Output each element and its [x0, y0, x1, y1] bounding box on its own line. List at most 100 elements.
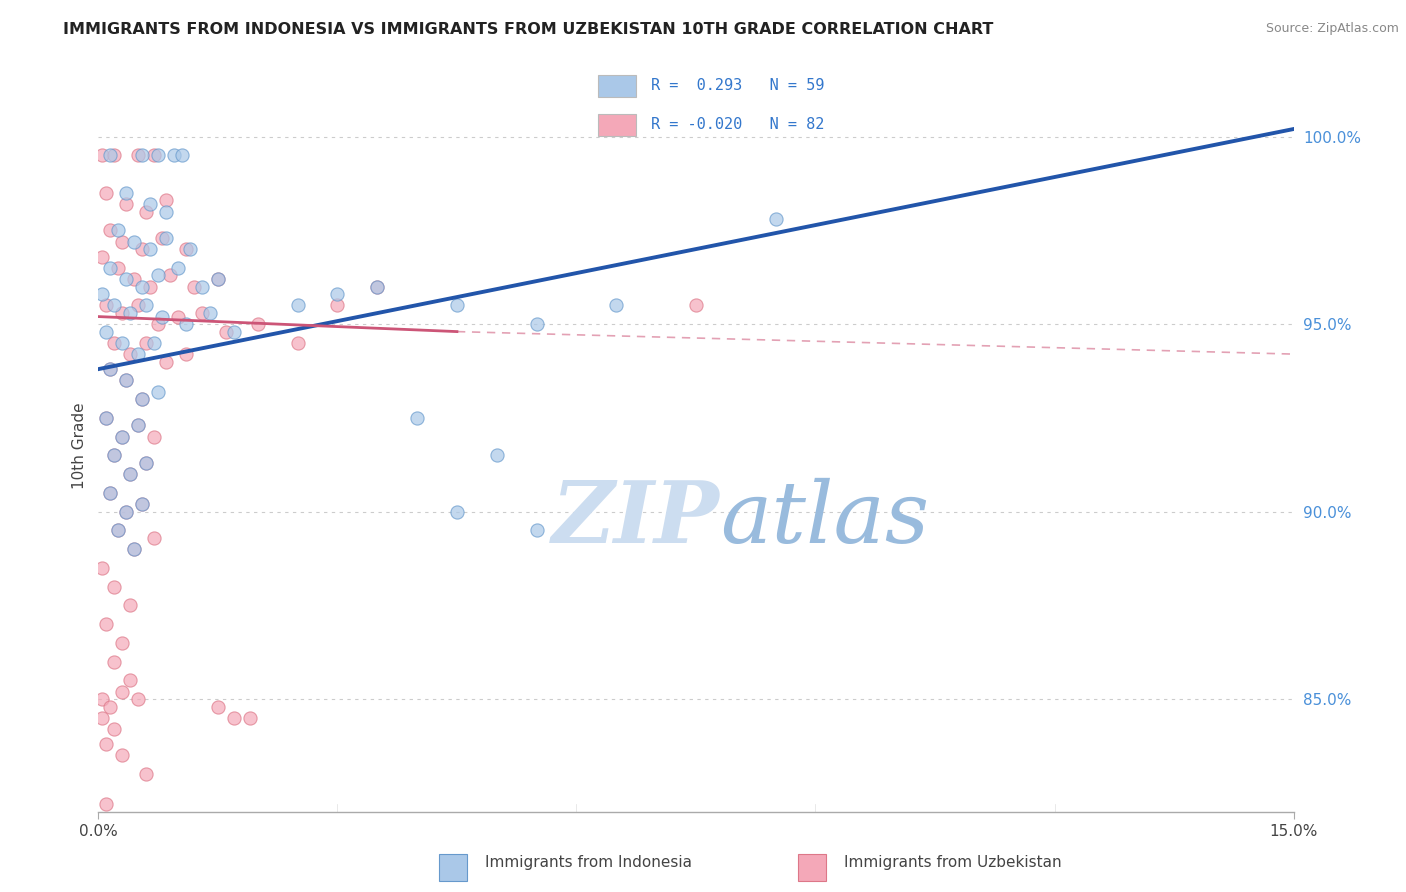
Point: [135, 204, 157, 219]
Text: atlas: atlas: [720, 478, 929, 560]
Text: R =  0.293   N = 59: R = 0.293 N = 59: [651, 78, 824, 93]
Point: [115, 373, 138, 387]
Point: [131, 392, 153, 406]
Point: [191, 306, 214, 320]
Point: [446, 298, 468, 312]
Point: [139, 279, 162, 293]
Point: [159, 268, 181, 283]
Point: [163, 148, 186, 162]
Point: [179, 242, 201, 256]
Text: Immigrants from Uzbekistan: Immigrants from Uzbekistan: [844, 855, 1062, 870]
Text: R = -0.020   N = 82: R = -0.020 N = 82: [651, 117, 824, 132]
Point: [96, 325, 118, 339]
Point: [111, 748, 134, 763]
Point: [124, 542, 146, 557]
Point: [139, 197, 162, 211]
Point: [135, 456, 157, 470]
Point: [155, 231, 177, 245]
Point: [366, 279, 388, 293]
Point: [103, 580, 125, 594]
Point: [167, 260, 190, 275]
Point: [143, 335, 166, 350]
Point: [143, 531, 166, 545]
Point: [526, 317, 548, 331]
Point: [135, 298, 157, 312]
Point: [91, 561, 114, 575]
Point: [155, 354, 177, 368]
Point: [139, 242, 162, 256]
Point: [120, 306, 142, 320]
Point: [143, 148, 166, 162]
Point: [107, 223, 129, 237]
Point: [183, 279, 205, 293]
Point: [115, 505, 138, 519]
Point: [174, 242, 197, 256]
Point: [103, 449, 125, 463]
Point: [96, 617, 118, 632]
Text: Immigrants from Indonesia: Immigrants from Indonesia: [485, 855, 692, 870]
Point: [131, 392, 153, 406]
Point: [172, 148, 194, 162]
Point: [115, 272, 138, 286]
Bar: [599, 75, 636, 97]
Point: [127, 347, 149, 361]
Point: [135, 767, 157, 781]
Point: [135, 335, 157, 350]
Point: [115, 373, 138, 387]
Point: [287, 298, 309, 312]
Point: [96, 797, 118, 812]
Point: [127, 692, 149, 706]
Point: [124, 542, 146, 557]
Point: [198, 306, 221, 320]
Point: [96, 410, 118, 425]
Point: [127, 418, 149, 433]
Point: [215, 325, 238, 339]
Point: [148, 268, 170, 283]
Bar: [797, 855, 827, 881]
Point: [605, 298, 627, 312]
Point: [91, 148, 114, 162]
Point: [124, 272, 146, 286]
Point: [207, 272, 229, 286]
Point: [222, 711, 245, 725]
Point: [135, 456, 157, 470]
Point: [155, 204, 177, 219]
Point: [98, 486, 122, 500]
Point: [107, 524, 129, 538]
Point: [91, 692, 114, 706]
Point: [91, 287, 114, 301]
Point: [103, 298, 125, 312]
Point: [91, 250, 114, 264]
Point: [131, 148, 153, 162]
Point: [103, 148, 125, 162]
Point: [485, 449, 508, 463]
Text: IMMIGRANTS FROM INDONESIA VS IMMIGRANTS FROM UZBEKISTAN 10TH GRADE CORRELATION C: IMMIGRANTS FROM INDONESIA VS IMMIGRANTS …: [63, 22, 994, 37]
Point: [150, 310, 173, 324]
Point: [406, 410, 429, 425]
Text: ZIP: ZIP: [553, 477, 720, 561]
Point: [287, 335, 309, 350]
Point: [366, 279, 388, 293]
Point: [115, 186, 138, 200]
Point: [115, 505, 138, 519]
Point: [207, 699, 229, 714]
Point: [174, 347, 197, 361]
Point: [155, 194, 177, 208]
Point: [191, 279, 214, 293]
Point: [98, 223, 122, 237]
Point: [326, 298, 349, 312]
Point: [222, 325, 245, 339]
Point: [765, 212, 787, 227]
Point: [148, 317, 170, 331]
Point: [120, 599, 142, 613]
Point: [111, 306, 134, 320]
Point: [131, 497, 153, 511]
Point: [111, 636, 134, 650]
Y-axis label: 10th Grade: 10th Grade: [72, 402, 87, 490]
Point: [107, 260, 129, 275]
Point: [326, 287, 349, 301]
Point: [131, 497, 153, 511]
Point: [148, 148, 170, 162]
Point: [111, 684, 134, 698]
Point: [103, 655, 125, 669]
